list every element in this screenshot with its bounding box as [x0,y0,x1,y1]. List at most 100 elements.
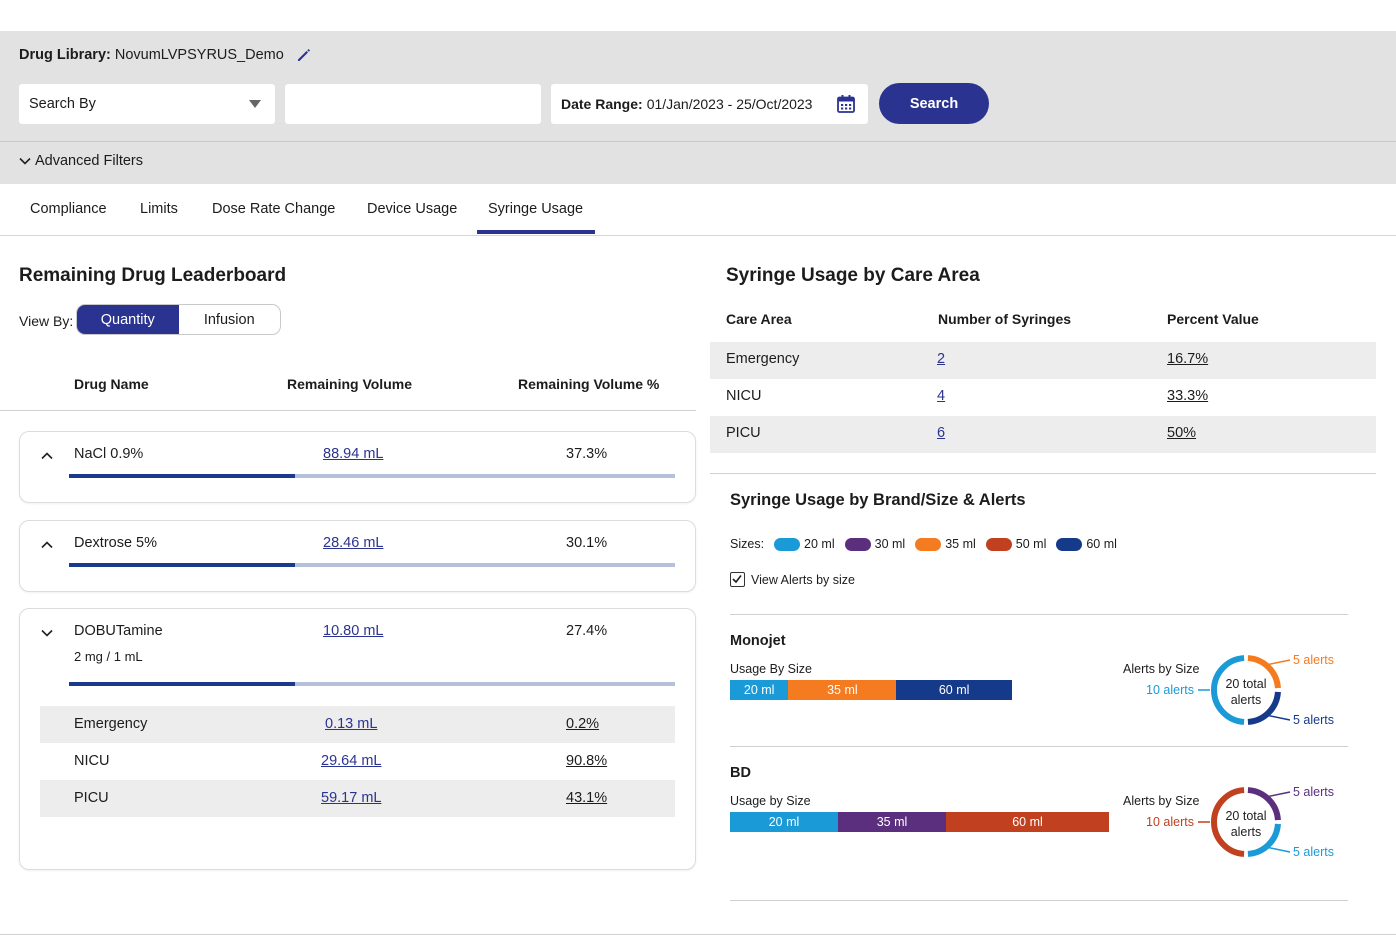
dropdown-caret-icon [249,100,261,108]
toggle-infusion[interactable]: Infusion [203,311,255,328]
care-area-name: NICU [74,753,110,769]
view-alerts-checkbox[interactable]: View Alerts by size [730,572,855,587]
remaining-volume-link[interactable]: 28.46 mL [323,535,384,551]
syringe-count-link[interactable]: 2 [937,351,946,367]
chevron-down-icon [19,157,31,165]
remaining-volume-bar-fill [69,563,296,567]
alerts-donut-chart: 20 total alerts 10 alerts 5 alerts 5 alerts [1146,785,1334,859]
usage-by-size-label: Usage By Size [730,662,812,676]
percent-value-link[interactable]: 33.3% [1167,388,1209,404]
care-area-volume-link[interactable]: 29.64 mL [321,753,382,769]
tab-dose-rate-change[interactable]: Dose Rate Change [212,201,336,217]
care-area-percent-link[interactable]: 90.8% [566,753,608,769]
alert-count-label: 5 alerts [1293,845,1334,859]
drug-library-name: NovumLVPSYRUS_Demo [114,47,284,63]
drug-name: Dextrose 5% [74,535,158,551]
care-area-percent-link[interactable]: 43.1% [566,790,608,806]
search-by-dropdown[interactable]: Search By [19,84,275,124]
care-area-table-row: Emergency 2 16.7% [710,342,1376,379]
calendar-icon[interactable] [836,94,856,114]
legend-swatch-50ml [985,537,1012,551]
donut-segment [1247,655,1281,689]
legend-swatch-60ml [1056,537,1083,551]
care-area-percent-link[interactable]: 0.2% [566,716,600,732]
remaining-volume-percent: 27.4% [566,623,608,639]
drug-library-info: Drug Library: NovumLVPSYRUS_Demo [19,47,312,63]
edit-pencil-icon[interactable] [296,47,312,63]
view-by-toggle: Quantity Infusion [76,304,281,335]
advanced-filters-toggle[interactable]: Advanced Filters [19,153,143,169]
divider [0,141,1396,142]
date-range-value: 01/Jan/2023 - 25/Oct/2023 [646,96,813,112]
donut-center-label: alerts [1231,825,1262,839]
tab-device-usage[interactable]: Device Usage [367,201,458,217]
search-by-label: Search By [29,96,96,112]
care-area-name: PICU [74,790,109,806]
alerts-by-size-label: Alerts by Size [1123,794,1200,808]
usage-segment: 20 ml [730,680,789,700]
drug-card: NaCl 0.9% 88.94 mL 37.3% [19,431,696,503]
donut-center-label: alerts [1231,693,1262,707]
legend-label: 50 ml [1015,537,1047,551]
syringe-count-link[interactable]: 4 [937,388,946,404]
alert-count-label: 10 alerts [1146,683,1194,697]
percent-value-link[interactable]: 16.7% [1167,351,1209,367]
remaining-volume-bar [69,563,675,567]
callout-line [1265,714,1291,721]
alert-count-label: 10 alerts [1146,815,1194,829]
chevron-up-icon[interactable] [41,450,53,462]
chevron-up-icon[interactable] [41,539,53,551]
view-by-label: View By: [19,313,74,329]
alert-count-label: 5 alerts [1293,785,1334,799]
toggle-quantity[interactable]: Quantity [77,305,179,334]
remaining-volume-percent: 30.1% [566,535,608,551]
drug-library-label: Drug Library: [19,47,111,63]
care-area-cell: NICU [726,388,762,404]
remaining-volume-bar [69,474,675,478]
active-tab-indicator [477,230,595,234]
care-area-row: NICU 29.64 mL 90.8% [40,743,675,780]
drug-concentration: 2 mg / 1 mL [74,649,143,664]
remaining-volume-link[interactable]: 10.80 mL [323,623,384,639]
divider [0,934,1396,935]
remaining-volume-percent: 37.3% [566,446,608,462]
care-area-volume-link[interactable]: 0.13 mL [325,716,378,732]
usage-segment: 35 ml [788,680,897,700]
divider [730,614,1348,615]
usage-by-size-bar: 20 ml 35 ml 60 ml [730,680,1012,700]
brand-name: Monojet [730,633,786,649]
chevron-down-icon[interactable] [41,627,53,639]
usage-segment: 20 ml [730,812,838,832]
date-range-label: Date Range: [561,96,643,112]
remaining-volume-link[interactable]: 88.94 mL [323,446,384,462]
tab-limits[interactable]: Limits [140,201,178,217]
tab-compliance[interactable]: Compliance [30,201,107,217]
brand-size-title: Syringe Usage by Brand/Size & Alerts [730,491,1026,509]
alerts-donut-chart: 20 total alerts 10 alerts 5 alerts 5 alerts [1146,653,1334,727]
column-header-remaining-volume-pct: Remaining Volume % [518,376,660,392]
drug-card-expanded: DOBUTamine 2 mg / 1 mL 10.80 mL 27.4% Em… [19,608,696,870]
column-header-percent-value: Percent Value [1167,311,1259,327]
usage-segment: 60 ml [896,680,1012,700]
drug-card: Dextrose 5% 28.46 mL 30.1% [19,520,696,592]
percent-value-link[interactable]: 50% [1167,425,1197,441]
search-button[interactable]: Search [879,83,989,124]
date-range-field[interactable]: Date Range: 01/Jan/2023 - 25/Oct/2023 [551,84,868,124]
donut-center-total: 20 total [1225,809,1266,823]
care-area-volume-link[interactable]: 59.17 mL [321,790,382,806]
syringe-count-link[interactable]: 6 [937,425,946,441]
remaining-volume-bar-fill [69,474,296,478]
callout-line [1265,659,1291,666]
care-area-cell: Emergency [726,351,800,367]
legend-label: 35 ml [945,537,976,551]
column-header-number-of-syringes: Number of Syringes [938,311,1072,327]
care-area-name: Emergency [74,716,148,732]
divider [710,473,1376,474]
column-header-remaining-volume: Remaining Volume [287,376,412,392]
usage-by-size-label: Usage by Size [730,794,811,808]
sizes-label: Sizes: [730,537,765,551]
advanced-filters-label: Advanced Filters [35,153,143,169]
search-input[interactable] [285,84,541,124]
tab-syringe-usage[interactable]: Syringe Usage [488,201,584,217]
donut-center-total: 20 total [1225,677,1266,691]
